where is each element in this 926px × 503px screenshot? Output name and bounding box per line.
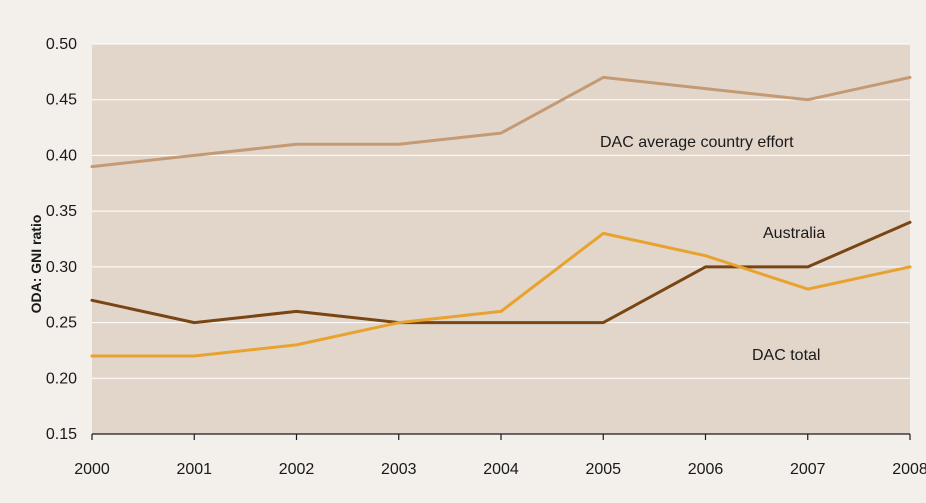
x-tick-label: 2001 <box>176 461 212 478</box>
y-tick-label: 0.50 <box>46 36 77 53</box>
y-tick-label: 0.20 <box>46 370 77 387</box>
y-tick-label: 0.15 <box>46 426 77 443</box>
y-tick-label: 0.40 <box>46 147 77 164</box>
x-tick-label: 2008 <box>892 461 926 478</box>
x-tick-label: 2003 <box>381 461 417 478</box>
y-tick-label: 0.30 <box>46 259 77 276</box>
x-tick-label: 2000 <box>74 461 110 478</box>
series-label: DAC total <box>752 347 820 364</box>
y-tick-label: 0.35 <box>46 203 77 220</box>
series-line-dac-total <box>90 231 912 358</box>
y-tick-label: 0.25 <box>46 315 77 332</box>
x-tick-label: 2002 <box>279 461 315 478</box>
y-axis-label: ODA: GNI ratio <box>28 215 44 314</box>
y-tick-label: 0.45 <box>46 92 77 109</box>
series-label: Australia <box>763 225 825 242</box>
x-tick-label: 2005 <box>585 461 621 478</box>
series-line-australia <box>90 220 912 325</box>
x-tick-label: 2006 <box>688 461 724 478</box>
series-line-dac-average-country-effort <box>90 75 912 169</box>
axes: 0.15 0.20 0.25 0.30 0.35 0.40 0.45 0.50 2000 2001… <box>46 36 926 478</box>
plot-area <box>92 44 910 434</box>
series-label: DAC average country effort <box>600 134 794 151</box>
x-tick-label: 2004 <box>483 461 519 478</box>
x-tick-label: 2007 <box>790 461 826 478</box>
series-labels: DAC average country effort Australia DAC t… <box>600 134 825 364</box>
series-lines <box>90 75 912 358</box>
